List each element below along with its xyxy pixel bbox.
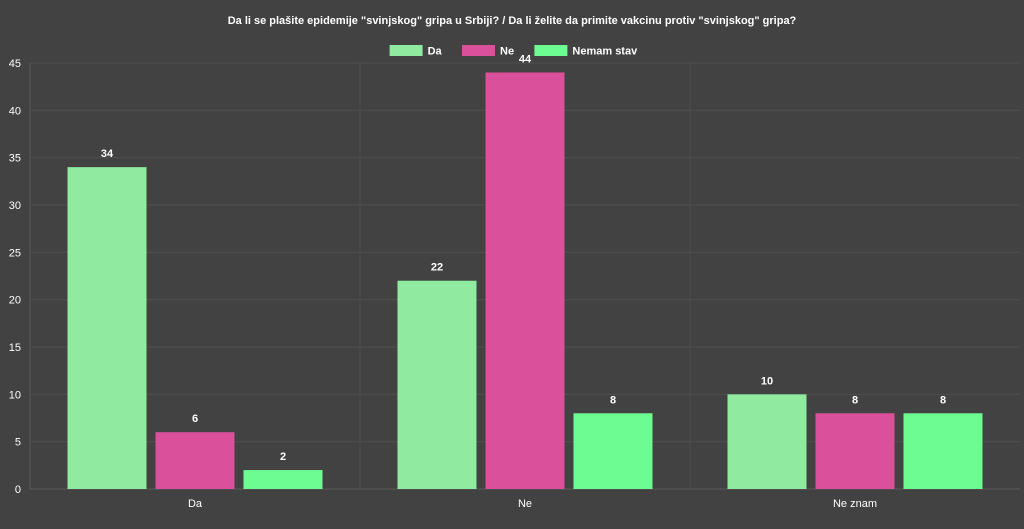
bar xyxy=(155,432,235,489)
chart-title: Da li se plašite epidemije "svinjskog" g… xyxy=(228,15,797,27)
data-label: 10 xyxy=(761,375,773,387)
data-label: 34 xyxy=(101,148,114,160)
data-label: 8 xyxy=(852,394,858,406)
y-tick-label: 40 xyxy=(9,105,21,117)
legend-swatch xyxy=(389,45,423,56)
y-tick-label: 10 xyxy=(9,389,21,401)
legend-swatch xyxy=(534,45,568,56)
data-label: 2 xyxy=(280,451,286,463)
bar xyxy=(243,470,323,489)
y-tick-label: 5 xyxy=(15,437,21,449)
x-axis: Da Ne Ne znam xyxy=(188,498,877,510)
y-tick-label: 20 xyxy=(9,295,21,307)
bar xyxy=(485,72,565,489)
legend: Da Ne Nemam stav xyxy=(389,45,638,58)
y-tick-label: 25 xyxy=(9,247,21,259)
legend-label: Da xyxy=(428,46,443,58)
legend-swatch xyxy=(462,45,495,56)
data-label: 22 xyxy=(431,262,443,274)
legend-label: Ne xyxy=(500,46,514,58)
x-tick-label: Ne xyxy=(518,498,532,510)
bar xyxy=(573,413,653,489)
y-tick-label: 30 xyxy=(9,200,21,212)
y-tick-label: 35 xyxy=(9,153,21,165)
bar xyxy=(727,394,807,489)
bars xyxy=(67,72,983,489)
legend-label: Nemam stav xyxy=(572,46,638,58)
data-label: 44 xyxy=(519,53,532,65)
y-tick-label: 15 xyxy=(9,342,21,354)
y-tick-label: 45 xyxy=(9,58,21,70)
y-axis: 0 5 10 15 20 25 30 35 40 45 xyxy=(9,58,21,496)
x-tick-label: Ne znam xyxy=(833,498,877,510)
bar xyxy=(397,280,477,489)
bar xyxy=(67,167,147,489)
data-label: 8 xyxy=(940,394,946,406)
bar xyxy=(815,413,895,489)
bar xyxy=(903,413,983,489)
x-tick-label: Da xyxy=(188,498,203,510)
y-tick-label: 0 xyxy=(15,484,21,496)
data-label: 6 xyxy=(192,413,198,425)
data-label: 8 xyxy=(610,394,616,406)
